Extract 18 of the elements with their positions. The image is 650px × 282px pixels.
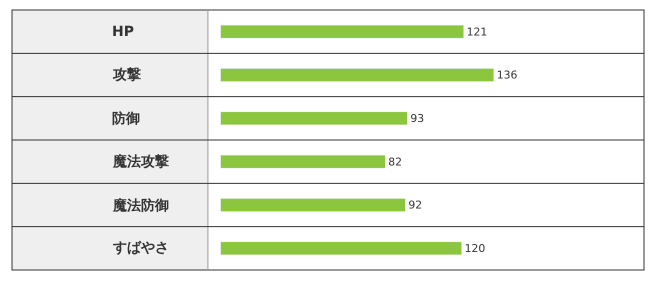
data-label: 121 [466, 25, 488, 38]
y-tick-label: 攻撃 [112, 67, 141, 83]
bar [220, 198, 406, 212]
bar [220, 24, 464, 38]
y-tick-label: 魔法防御 [112, 197, 169, 214]
data-label: 136 [496, 68, 518, 82]
y-tick-label: すばやさ [112, 240, 169, 256]
y-tick-label: HP [112, 24, 134, 40]
data-label: 92 [408, 198, 422, 212]
bar [220, 154, 386, 168]
data-label: 93 [410, 112, 424, 125]
bar [220, 242, 462, 256]
data-label: 82 [388, 155, 402, 168]
bar [220, 112, 408, 126]
y-tick-label: 魔法攻撃 [112, 153, 169, 170]
data-label: 120 [464, 242, 486, 255]
y-tick-label: 防御 [112, 110, 140, 127]
bar [220, 68, 494, 82]
